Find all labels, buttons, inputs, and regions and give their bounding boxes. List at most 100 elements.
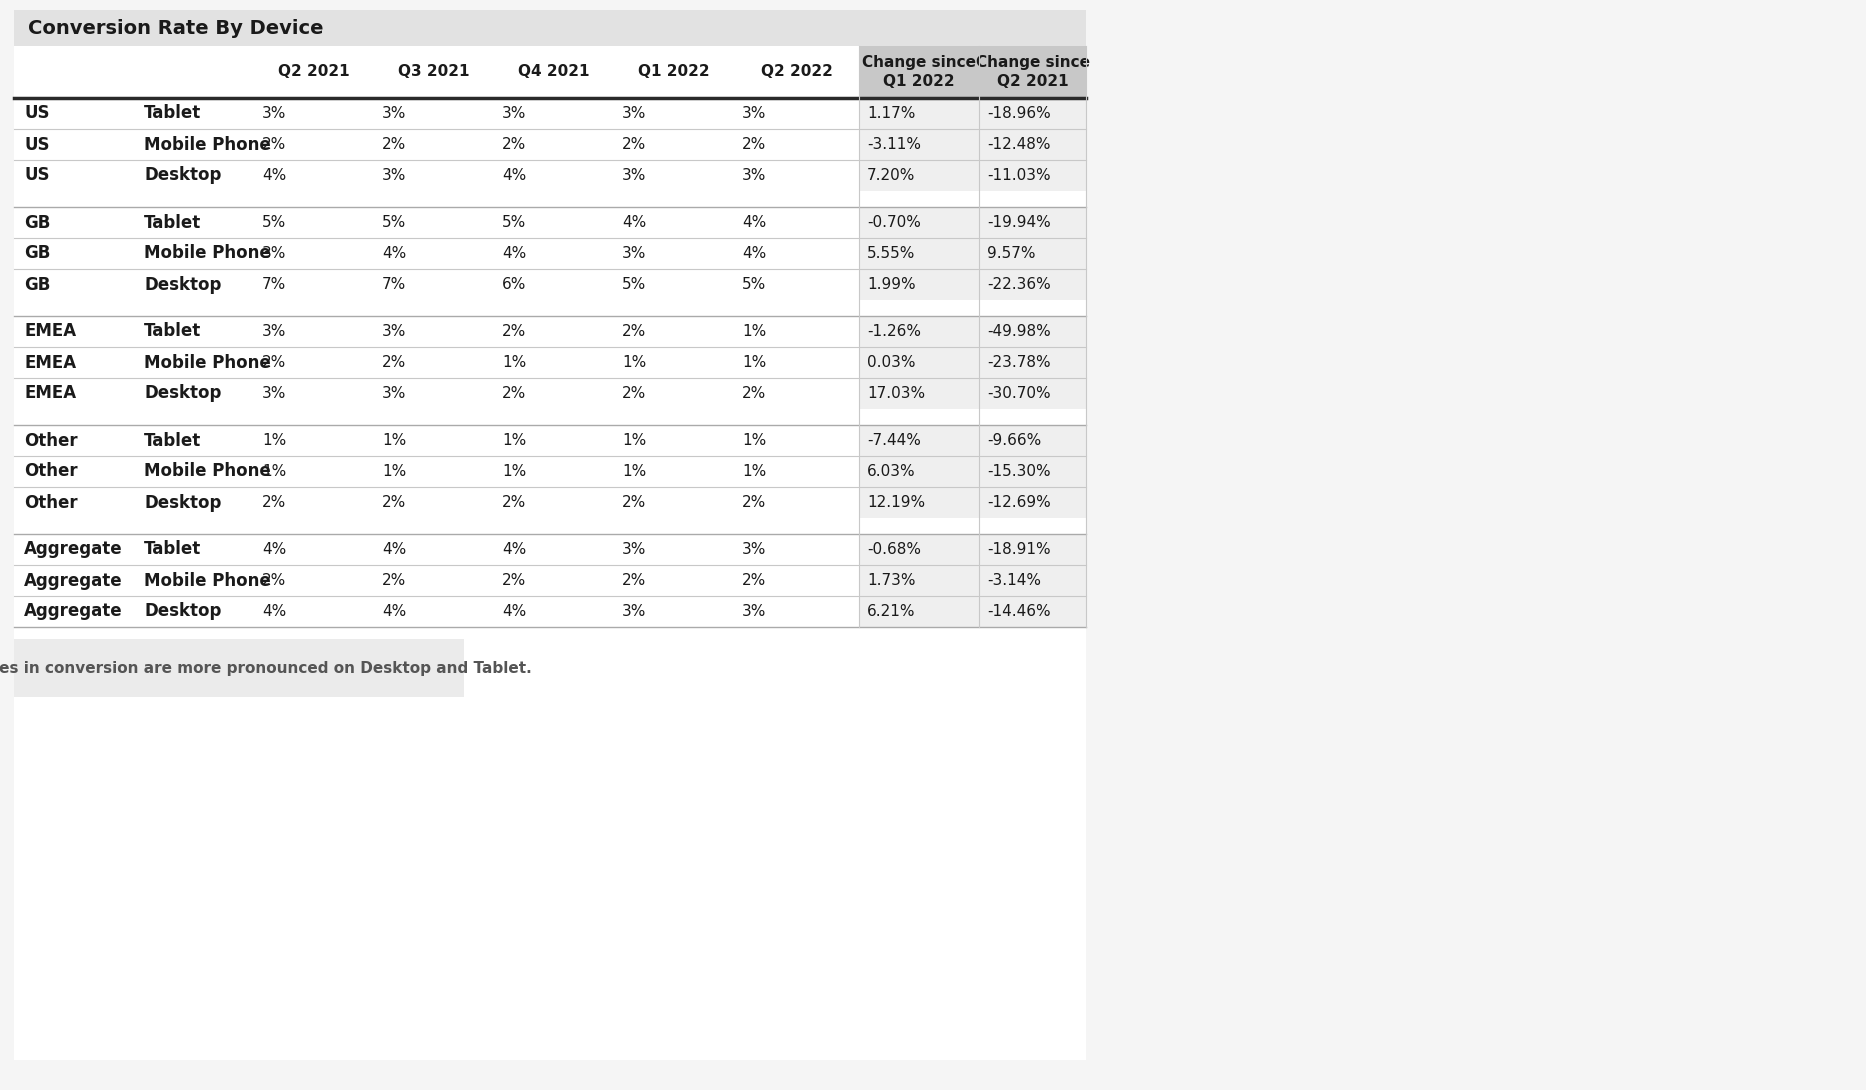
Text: Desktop: Desktop xyxy=(144,385,222,402)
Text: 5%: 5% xyxy=(621,277,646,292)
Text: Mobile Phone: Mobile Phone xyxy=(144,244,271,263)
Bar xyxy=(980,487,1086,518)
Bar xyxy=(858,456,980,487)
Text: 2%: 2% xyxy=(383,355,407,370)
Text: Q2 2021: Q2 2021 xyxy=(278,64,349,80)
Text: EMEA: EMEA xyxy=(24,385,77,402)
Text: -15.30%: -15.30% xyxy=(987,464,1051,479)
Bar xyxy=(980,456,1086,487)
Text: 4%: 4% xyxy=(502,604,526,619)
Text: 4%: 4% xyxy=(743,215,767,230)
Text: 1.17%: 1.17% xyxy=(868,106,916,121)
Text: -3.14%: -3.14% xyxy=(987,573,1041,588)
Text: 4%: 4% xyxy=(743,246,767,261)
Text: -9.66%: -9.66% xyxy=(987,433,1041,448)
Text: 6%: 6% xyxy=(502,277,526,292)
Bar xyxy=(15,639,465,697)
Text: 3%: 3% xyxy=(743,106,767,121)
Text: 9.57%: 9.57% xyxy=(987,246,1036,261)
Text: 3%: 3% xyxy=(383,324,407,339)
Text: 5%: 5% xyxy=(383,215,407,230)
Text: Change since
Q1 2022: Change since Q1 2022 xyxy=(862,54,976,89)
Bar xyxy=(980,596,1086,627)
Text: -12.69%: -12.69% xyxy=(987,495,1051,510)
Bar xyxy=(858,129,980,160)
Bar xyxy=(858,378,980,409)
Text: 4%: 4% xyxy=(621,215,646,230)
Text: 3%: 3% xyxy=(383,168,407,183)
Text: 4%: 4% xyxy=(502,168,526,183)
Text: 3%: 3% xyxy=(261,386,285,401)
Text: 2%: 2% xyxy=(502,573,526,588)
Bar xyxy=(980,534,1086,565)
Text: 17.03%: 17.03% xyxy=(868,386,926,401)
Text: -18.96%: -18.96% xyxy=(987,106,1051,121)
Text: 3%: 3% xyxy=(621,168,646,183)
Text: GB: GB xyxy=(24,276,50,293)
Text: -23.78%: -23.78% xyxy=(987,355,1051,370)
Text: 1%: 1% xyxy=(261,433,285,448)
Text: GB: GB xyxy=(24,244,50,263)
Text: 6.03%: 6.03% xyxy=(868,464,916,479)
Text: EMEA: EMEA xyxy=(24,353,77,372)
Bar xyxy=(980,129,1086,160)
Text: 2%: 2% xyxy=(502,386,526,401)
Text: 4%: 4% xyxy=(502,542,526,557)
Text: 2%: 2% xyxy=(502,495,526,510)
Text: Aggregate: Aggregate xyxy=(24,541,123,558)
Text: Mobile Phone: Mobile Phone xyxy=(144,571,271,590)
Bar xyxy=(858,565,980,596)
Bar xyxy=(858,207,980,238)
Bar xyxy=(15,98,1086,627)
Text: Desktop: Desktop xyxy=(144,167,222,184)
Text: 1%: 1% xyxy=(502,464,526,479)
Text: -19.94%: -19.94% xyxy=(987,215,1051,230)
Text: Tablet: Tablet xyxy=(144,432,202,449)
Text: 2%: 2% xyxy=(383,573,407,588)
Text: 1%: 1% xyxy=(502,433,526,448)
Text: 1%: 1% xyxy=(743,355,767,370)
Text: Aggregate: Aggregate xyxy=(24,603,123,620)
Text: 1%: 1% xyxy=(502,355,526,370)
Text: 1%: 1% xyxy=(621,464,646,479)
Text: 1.73%: 1.73% xyxy=(868,573,916,588)
Bar xyxy=(858,160,980,191)
Text: 2%: 2% xyxy=(383,495,407,510)
Text: 3%: 3% xyxy=(261,106,285,121)
Text: 4%: 4% xyxy=(383,542,407,557)
Text: -30.70%: -30.70% xyxy=(987,386,1051,401)
Text: 2%: 2% xyxy=(502,137,526,152)
Text: EMEA: EMEA xyxy=(24,323,77,340)
Text: Tablet: Tablet xyxy=(144,214,202,231)
Text: 2%: 2% xyxy=(502,324,526,339)
Text: -11.03%: -11.03% xyxy=(987,168,1051,183)
Bar xyxy=(858,596,980,627)
Bar xyxy=(980,238,1086,269)
Text: 4%: 4% xyxy=(261,168,285,183)
Text: 1%: 1% xyxy=(261,464,285,479)
Text: 2%: 2% xyxy=(261,495,285,510)
Text: Tablet: Tablet xyxy=(144,323,202,340)
Text: Aggregate: Aggregate xyxy=(24,571,123,590)
Text: 1%: 1% xyxy=(383,464,407,479)
Text: -0.68%: -0.68% xyxy=(868,542,922,557)
Text: US: US xyxy=(24,167,50,184)
Text: -7.44%: -7.44% xyxy=(868,433,922,448)
Text: 1%: 1% xyxy=(743,433,767,448)
Text: 2%: 2% xyxy=(261,573,285,588)
Text: Other: Other xyxy=(24,462,78,481)
Bar xyxy=(980,347,1086,378)
Text: 3%: 3% xyxy=(261,324,285,339)
Text: 2%: 2% xyxy=(621,495,646,510)
Text: Mobile Phone: Mobile Phone xyxy=(144,135,271,154)
Bar xyxy=(980,160,1086,191)
Text: Tablet: Tablet xyxy=(144,541,202,558)
Bar xyxy=(15,10,1086,1059)
Text: Tablet: Tablet xyxy=(144,105,202,122)
Text: 2%: 2% xyxy=(383,137,407,152)
Text: Q2 2022: Q2 2022 xyxy=(761,64,832,80)
Text: 5%: 5% xyxy=(502,215,526,230)
Text: 4%: 4% xyxy=(261,542,285,557)
Text: -1.26%: -1.26% xyxy=(868,324,922,339)
Text: 3%: 3% xyxy=(502,106,526,121)
